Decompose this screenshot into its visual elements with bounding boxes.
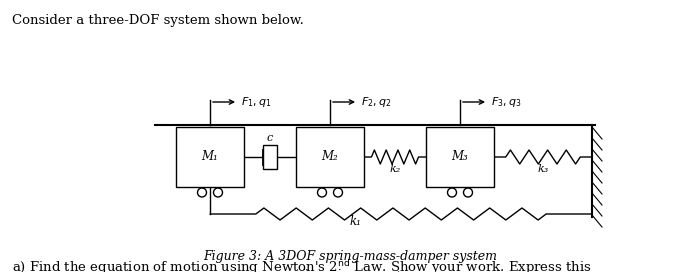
Text: M₃: M₃ bbox=[452, 150, 468, 163]
Text: equation in that canonical matrix form $M\ddot{\vec{q}} + C\dot{\vec{q}} + K\vec: equation in that canonical matrix form $… bbox=[12, 268, 405, 272]
Text: k₃: k₃ bbox=[538, 164, 549, 174]
Bar bbox=[262, 145, 277, 169]
Text: $F_{1}, q_{1}$: $F_{1}, q_{1}$ bbox=[241, 95, 272, 109]
Text: Consider a three-DOF system shown below.: Consider a three-DOF system shown below. bbox=[12, 14, 304, 27]
Text: M₂: M₂ bbox=[321, 150, 338, 163]
Text: k₁: k₁ bbox=[349, 215, 361, 228]
Text: c: c bbox=[267, 133, 273, 143]
Text: $F_{2}, q_{2}$: $F_{2}, q_{2}$ bbox=[361, 95, 391, 109]
Text: M₁: M₁ bbox=[202, 150, 218, 163]
Bar bbox=[426, 127, 494, 187]
Text: k₂: k₂ bbox=[389, 164, 400, 174]
Text: a) Find the equation of motion using Newton's 2$^{\rm nd}$ Law. Show your work. : a) Find the equation of motion using New… bbox=[12, 258, 592, 272]
Bar bbox=[176, 127, 244, 187]
Text: $F_{3}, q_{3}$: $F_{3}, q_{3}$ bbox=[491, 95, 522, 109]
Bar bbox=[296, 127, 364, 187]
Text: Figure 3: A 3DOF spring-mass-damper system: Figure 3: A 3DOF spring-mass-damper syst… bbox=[203, 250, 497, 263]
